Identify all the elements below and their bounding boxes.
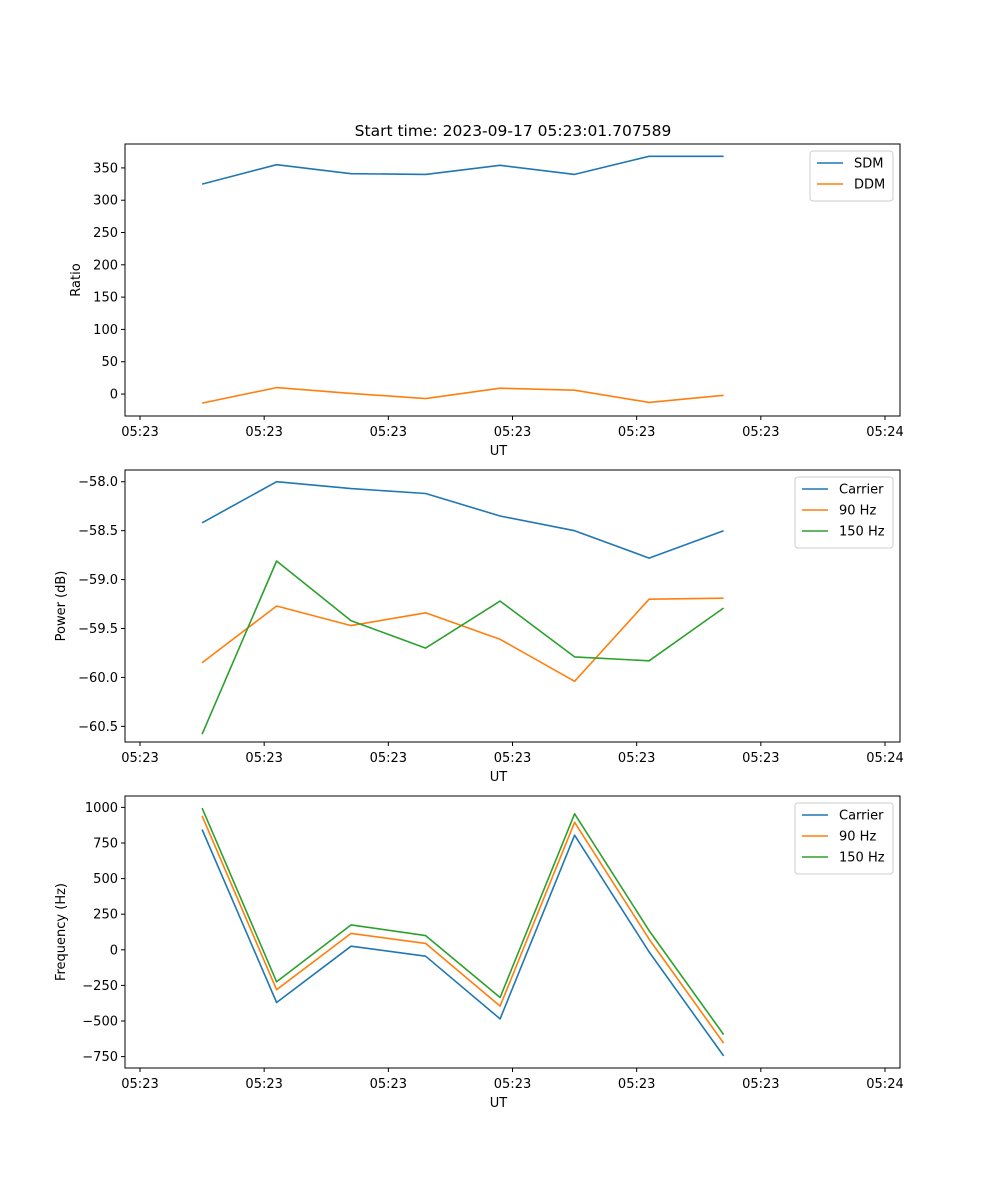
x-tick-label: 05:24: [866, 1077, 903, 1092]
x-tick-label: 05:23: [245, 425, 282, 440]
legend-label: DDM: [854, 178, 885, 193]
x-tick-label: 05:24: [866, 425, 903, 440]
y-tick-label: −500: [82, 1015, 118, 1030]
legend-label: 90 Hz: [839, 830, 876, 845]
x-tick-label: 05:23: [618, 425, 655, 440]
subplot-1: 05:23 05:23 05:23 05:23 05:23 05:23 05:24 0 50 10…: [69, 143, 904, 459]
y-tick-label: −58.0: [78, 475, 118, 490]
y-tick-label: −750: [82, 1050, 118, 1065]
y-tick-label: −59.5: [78, 622, 118, 637]
y-tick-label: 0: [110, 943, 118, 958]
x-tick-label: 05:23: [494, 425, 531, 440]
figure-title: Start time: 2023-09-17 05:23:01.707589: [355, 122, 672, 140]
x-tick-label: 05:23: [494, 1077, 531, 1092]
y-tick-label: 300: [93, 194, 118, 209]
subplot-3: 05:23 05:23 05:23 05:23 05:23 05:23 05:24 −750 −…: [54, 795, 904, 1111]
y-tick-label: −59.0: [78, 573, 118, 588]
x-axis-label: UT: [490, 1096, 508, 1111]
y-axis-label: Frequency (Hz): [54, 883, 69, 981]
y-tick-label: 750: [93, 836, 118, 851]
x-tick-label: 05:23: [742, 751, 779, 766]
y-tick-label: 0: [110, 388, 118, 403]
x-tick-label: 05:23: [370, 425, 407, 440]
y-tick-label: 500: [93, 872, 118, 887]
axes-frame: [124, 469, 901, 743]
x-tick-label: 05:23: [245, 751, 282, 766]
x-tick-label: 05:24: [866, 751, 903, 766]
series-line-sdm: [201, 155, 724, 185]
axes-frame: [124, 143, 901, 417]
series-line-carrier: [201, 480, 724, 559]
y-tick-label: 250: [93, 908, 118, 923]
legend-label: 150 Hz: [839, 851, 885, 866]
x-tick-label: 05:23: [742, 425, 779, 440]
series-line-90-hz: [201, 815, 725, 1044]
y-tick-label: 100: [93, 323, 118, 338]
y-tick-label: −250: [82, 979, 118, 994]
x-tick-label: 05:23: [121, 1077, 158, 1092]
y-axis-label: Ratio: [69, 263, 84, 296]
legend-label: 150 Hz: [839, 525, 885, 540]
y-tick-label: 50: [101, 355, 118, 370]
y-tick-label: −58.5: [78, 524, 118, 539]
subplot-2: 05:23 05:23 05:23 05:23 05:23 05:23 05:24 −60.5…: [54, 469, 904, 785]
series-line-150-hz: [201, 807, 725, 1035]
legend-label: Carrier: [839, 483, 884, 498]
legend: Carrier 90 Hz 150 Hz: [794, 476, 894, 549]
x-tick-label: 05:23: [618, 751, 655, 766]
legend-label: 90 Hz: [839, 504, 876, 519]
axes-frame: [124, 795, 901, 1069]
legend: SDM DDM: [809, 150, 894, 202]
x-tick-label: 05:23: [121, 751, 158, 766]
series-line-150-hz: [201, 560, 725, 735]
legend-label: Carrier: [839, 809, 884, 824]
legend-label: SDM: [854, 157, 883, 172]
subplots: 05:23 05:23 05:23 05:23 05:23 05:23 05:24 0 50 10…: [54, 143, 904, 1111]
x-tick-label: 05:23: [494, 751, 531, 766]
x-tick-label: 05:23: [370, 751, 407, 766]
x-tick-label: 05:23: [121, 425, 158, 440]
x-axis-label: UT: [490, 444, 508, 459]
y-tick-label: 250: [93, 226, 118, 241]
x-tick-label: 05:23: [618, 1077, 655, 1092]
series-line-ddm: [201, 386, 724, 404]
legend: Carrier 90 Hz 150 Hz: [794, 802, 894, 875]
x-tick-label: 05:23: [370, 1077, 407, 1092]
x-axis-label: UT: [490, 770, 508, 785]
y-tick-label: 150: [93, 291, 118, 306]
x-tick-label: 05:23: [245, 1077, 282, 1092]
x-tick-label: 05:23: [742, 1077, 779, 1092]
y-tick-label: 1000: [85, 801, 118, 816]
y-tick-label: −60.5: [78, 720, 118, 735]
y-tick-label: 200: [93, 258, 118, 273]
y-tick-label: −60.0: [78, 671, 118, 686]
series-line-carrier: [201, 829, 725, 1057]
y-tick-label: 350: [93, 161, 118, 176]
series-line-90-hz: [201, 597, 724, 683]
y-axis-label: Power (dB): [54, 571, 69, 642]
